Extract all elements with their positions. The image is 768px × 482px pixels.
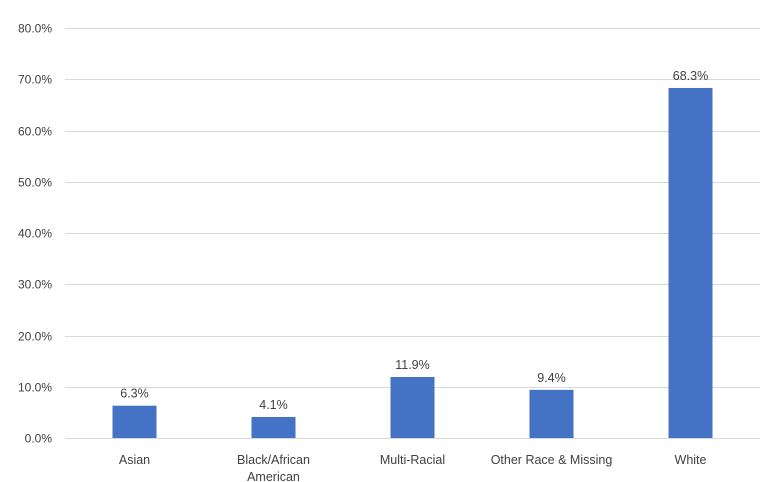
y-tick-label: 60.0%	[18, 125, 52, 139]
y-tick-label: 40.0%	[18, 227, 52, 241]
y-tick-label: 80.0%	[18, 22, 52, 36]
bar	[390, 377, 435, 438]
y-tick-label: 70.0%	[18, 73, 52, 87]
x-tick-label: Other Race & Missing	[491, 453, 613, 467]
y-tick-label: 50.0%	[18, 176, 52, 190]
y-tick-label: 30.0%	[18, 278, 52, 292]
data-label: 6.3%	[120, 387, 149, 401]
gridlines	[65, 28, 760, 439]
data-label: 11.9%	[395, 358, 430, 372]
bar	[112, 405, 157, 438]
y-tick-label: 10.0%	[18, 381, 52, 395]
x-tick-label: White	[675, 453, 707, 467]
bar	[251, 416, 296, 438]
x-axis: Asian Black/African American Multi-Racial Ot…	[119, 453, 707, 482]
y-axis: 0.0% 10.0% 20.0% 30.0% 40.0% 50.0% 60.0% 70.0% 8…	[18, 22, 52, 446]
x-tick-label: Multi-Racial	[380, 453, 445, 467]
y-tick-label: 20.0%	[18, 330, 52, 344]
x-tick-label: Black/African	[237, 453, 310, 467]
bar	[668, 87, 713, 439]
bar	[529, 389, 574, 438]
y-tick-label: 0.0%	[25, 432, 53, 446]
bars	[112, 87, 713, 439]
x-tick-label: Asian	[119, 453, 150, 467]
data-labels: 6.3% 4.1% 11.9% 9.4% 68.3%	[120, 69, 708, 412]
x-tick-label: American	[247, 470, 300, 482]
data-label: 68.3%	[673, 69, 708, 83]
data-label: 9.4%	[537, 371, 566, 385]
data-label: 4.1%	[259, 398, 288, 412]
